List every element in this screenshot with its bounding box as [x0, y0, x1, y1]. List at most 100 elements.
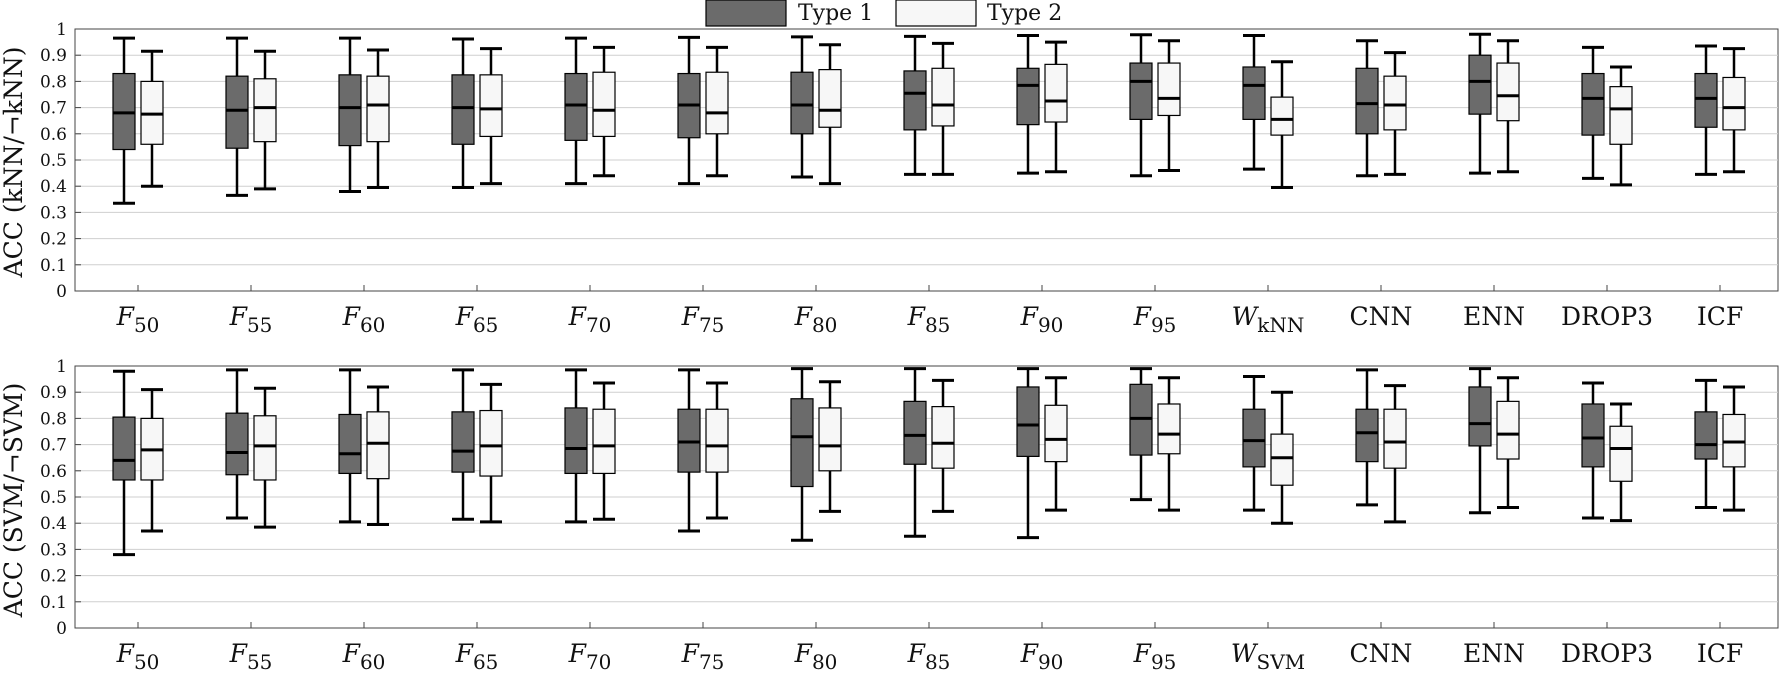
box-iqr — [931, 67, 955, 127]
box-type2 — [1044, 376, 1068, 512]
box-iqr — [112, 416, 136, 481]
x-tick-label: F75 — [681, 302, 725, 337]
y-tick-label: 0.6 — [40, 462, 67, 482]
x-tick-label: CNN — [1350, 302, 1413, 331]
box-iqr — [451, 74, 475, 145]
x-tick-label: F70 — [568, 302, 612, 337]
y-tick-label: 0.9 — [40, 46, 67, 66]
box-iqr — [1016, 386, 1040, 457]
x-tick-label: F70 — [568, 639, 612, 674]
panel-svm: ACC (SVM/¬SVM) 0 0.1 0.2 0.3 0.4 0.5 0.6 0.7 0.8… — [0, 357, 1779, 674]
x-tick-label: WkNN — [1232, 302, 1305, 337]
box-type1 — [1129, 33, 1153, 178]
x-tick-label: F65 — [455, 302, 499, 337]
x-tick-label: ENN — [1463, 302, 1525, 331]
y-tick-label: 0.8 — [40, 409, 67, 429]
y-tick-label: 0.1 — [40, 593, 67, 613]
box-type2 — [140, 388, 164, 533]
box-type2 — [140, 49, 164, 188]
box-iqr — [1468, 386, 1492, 447]
y-tick-label: 0 — [56, 282, 67, 302]
box-type2 — [479, 47, 503, 186]
box-type2 — [1383, 51, 1407, 176]
y-tick-label: 1 — [56, 20, 67, 40]
box-iqr — [705, 408, 729, 473]
box-type1 — [564, 368, 588, 524]
x-tick-label: F50 — [116, 639, 160, 674]
box-type2 — [1383, 384, 1407, 524]
box-type1 — [451, 37, 475, 190]
box-iqr — [451, 411, 475, 473]
box-iqr — [253, 415, 277, 481]
box-iqr — [903, 400, 927, 465]
box-type1 — [677, 368, 701, 533]
box-iqr — [790, 398, 814, 488]
x-tick-label: CNN — [1350, 639, 1413, 668]
x-tick-label: F80 — [794, 639, 838, 674]
box-iqr — [1609, 86, 1633, 145]
x-tick-label: ICF — [1697, 639, 1743, 668]
y-tick-label: 0.6 — [40, 125, 67, 145]
box-iqr — [903, 70, 927, 131]
x-tick-label: F65 — [455, 639, 499, 674]
box-type1 — [1355, 39, 1379, 178]
y-tick-label: 0.2 — [40, 567, 67, 587]
legend-swatch-type2 — [895, 0, 977, 27]
box-iqr — [1496, 400, 1520, 460]
y-axis-label-svm: ACC (SVM/¬SVM) — [0, 383, 28, 619]
box-iqr — [338, 413, 362, 475]
box-type2 — [818, 380, 842, 513]
box-type1 — [451, 368, 475, 521]
box-type1 — [1468, 32, 1492, 175]
box-type1 — [1129, 367, 1153, 502]
box-iqr — [818, 69, 842, 128]
box-iqr — [1468, 54, 1492, 115]
box-type1 — [112, 36, 136, 205]
box-iqr — [705, 71, 729, 135]
y-axis-label-knn: ACC (kNN/¬kNN) — [0, 47, 28, 279]
box-iqr — [1270, 433, 1294, 486]
box-iqr — [592, 408, 616, 475]
box-iqr — [1694, 72, 1718, 128]
box-type2 — [1496, 39, 1520, 174]
box-iqr — [818, 407, 842, 472]
x-tick-label: F50 — [116, 302, 160, 337]
legend-label-type2: Type 2 — [987, 1, 1062, 26]
y-tick-label: 0.3 — [40, 203, 67, 223]
box-type2 — [592, 45, 616, 178]
box-iqr — [1157, 62, 1181, 117]
box-iqr — [592, 71, 616, 138]
box-type1 — [1581, 381, 1605, 520]
box-type2 — [1722, 385, 1746, 512]
box-iqr — [1044, 63, 1068, 123]
box-type2 — [705, 45, 729, 178]
box-type1 — [1694, 378, 1718, 509]
x-tick-label: F75 — [681, 639, 725, 674]
box-type1 — [790, 367, 814, 542]
panel-knn: ACC (kNN/¬kNN) 0 0.1 0.2 0.3 0.4 0.5 0.6 0.7 0.8… — [0, 20, 1779, 337]
box-iqr — [1694, 411, 1718, 460]
y-tick-label: 0 — [56, 619, 67, 639]
y-tick-label: 0.3 — [40, 540, 67, 560]
x-tick-label: F55 — [229, 302, 273, 337]
y-tick-label: 0.7 — [40, 436, 67, 456]
y-tick-label: 1 — [56, 357, 67, 377]
box-type2 — [1157, 376, 1181, 512]
box-type2 — [1496, 376, 1520, 509]
box-type2 — [1270, 60, 1294, 190]
box-type2 — [818, 43, 842, 186]
box-iqr — [1383, 75, 1407, 131]
x-tick-label: F95 — [1133, 302, 1177, 337]
box-iqr — [1722, 76, 1746, 131]
box-iqr — [1129, 62, 1153, 120]
box-iqr — [225, 75, 249, 149]
box-type1 — [790, 35, 814, 179]
box-iqr — [1157, 403, 1181, 455]
box-type1 — [1242, 34, 1266, 171]
box-type1 — [338, 36, 362, 193]
box-type1 — [1468, 367, 1492, 515]
box-iqr — [1581, 72, 1605, 136]
y-tick-label: 0.8 — [40, 72, 67, 92]
box-iqr — [366, 75, 390, 143]
